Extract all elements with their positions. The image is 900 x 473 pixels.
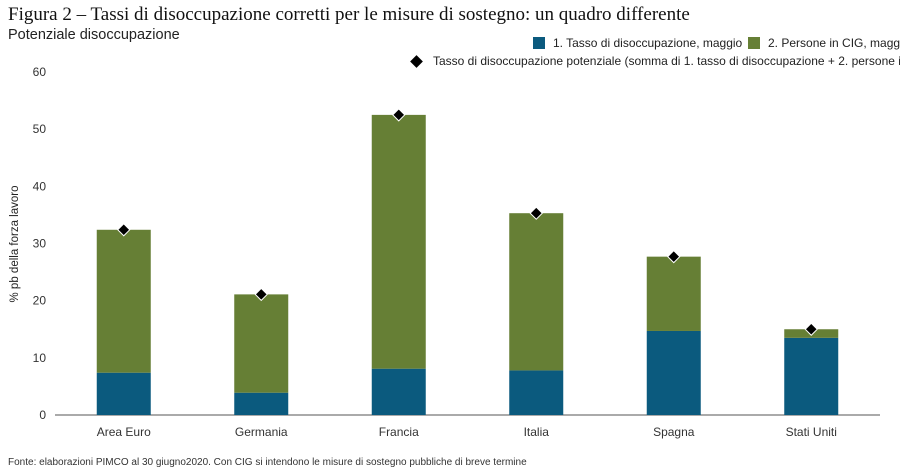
bar-2-italia (509, 213, 564, 371)
bar-1-italia (509, 370, 564, 415)
bar-2-francia (371, 114, 426, 369)
bar-2-area-euro (96, 229, 151, 373)
marker-diamond-francia (392, 108, 406, 122)
bar-1-francia (371, 368, 426, 415)
marker-diamond-germania (254, 287, 268, 302)
marker-diamond-stati-uniti (804, 322, 818, 336)
source-note: Fonte: elaborazioni PIMCO al 30 giugno20… (8, 457, 527, 468)
x-tick-label: Francia (379, 425, 419, 439)
legend-swatch-series-1 (533, 37, 545, 49)
y-axis-label: % pb della forza lavoro (9, 186, 21, 303)
legend-swatch-series-2 (748, 37, 760, 49)
legend-item-markers: Tasso di disoccupazione potenziale (somm… (410, 54, 900, 68)
x-tick-label: Spagna (653, 425, 695, 439)
bar-1-area-euro (96, 372, 151, 415)
chart-subtitle: Potenziale disoccupazione (8, 27, 180, 43)
legend-label-series-1: 1. Tasso di disoccupazione, maggio (553, 36, 743, 50)
marker-diamond-italia (529, 206, 543, 220)
y-tick-label: 0 (39, 408, 46, 422)
chart-title: Figura 2 – Tassi di disoccupazione corre… (8, 4, 690, 25)
x-tick-label: Italia (524, 425, 550, 439)
legend-item-series-1: 1. Tasso di disoccupazione, maggio (533, 36, 742, 50)
y-tick-label: 20 (33, 294, 47, 308)
bar-2-germania (234, 294, 289, 393)
x-tick-label: Stati Uniti (786, 425, 837, 439)
marker-diamond-area-euro (117, 223, 131, 237)
y-tick-label: 50 (33, 122, 47, 136)
legend-label-series-2: 2. Persone in CIG, maggio (768, 36, 900, 50)
y-tick-label: 40 (33, 179, 47, 193)
y-tick-label: 60 (33, 65, 47, 79)
legend-item-series-2: 2. Persone in CIG, maggio (748, 36, 900, 50)
bar-1-germania (234, 392, 289, 415)
x-tick-label: Germania (235, 425, 288, 439)
y-tick-label: 30 (33, 237, 47, 251)
bar-2-spagna (646, 256, 701, 331)
x-tick-label: Area Euro (97, 425, 151, 439)
bar-1-stati-uniti (784, 337, 839, 415)
bar-1-spagna (646, 330, 701, 415)
y-tick-label: 10 (33, 351, 47, 365)
legend-label-markers: Tasso di disoccupazione potenziale (somm… (433, 54, 900, 68)
marker-diamond-spagna (667, 249, 681, 264)
